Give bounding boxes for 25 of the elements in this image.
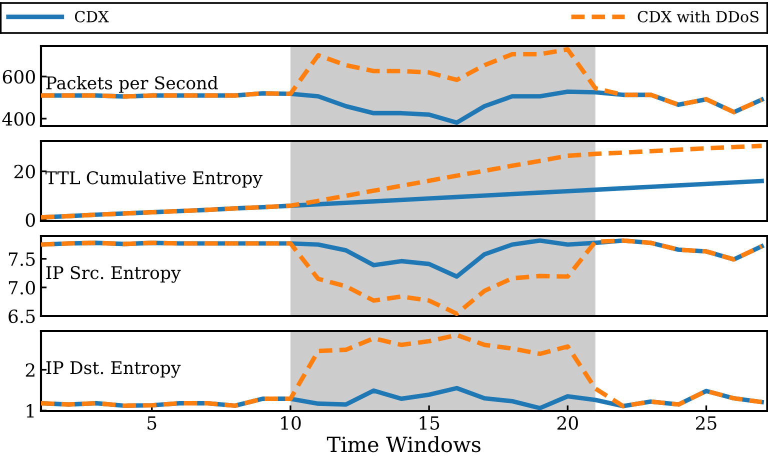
legend-label: CDX	[74, 10, 109, 22]
annotation: IP Dst. Entropy	[46, 361, 181, 378]
annotation: Packets per Second	[46, 76, 218, 93]
y-tick-label: 600	[2, 70, 35, 84]
line-series	[41, 47, 764, 114]
line-series	[41, 332, 764, 408]
y-tick-label: 400	[2, 112, 35, 126]
annotation: TTL Cumulative Entropy	[46, 170, 262, 188]
x-tick-label: 25	[696, 416, 716, 430]
line-series	[41, 144, 764, 220]
y-tick-label: 0	[26, 213, 35, 227]
y-tick-label: 20	[14, 164, 35, 178]
y-tick-label: 7.5	[8, 252, 35, 266]
legend-label: CDX with DDoS	[638, 10, 758, 22]
y-tick-label: 7.0	[8, 280, 35, 295]
x-tick-label: 20	[557, 416, 578, 430]
x-tick-label: 5	[148, 416, 156, 430]
x-axis-title: Time Windows	[326, 436, 480, 452]
y-tick-label: 6.5	[8, 309, 35, 324]
y-tick-label: 1	[26, 404, 34, 418]
x-tick-label: 15	[420, 416, 440, 430]
y-tick-label: 2	[26, 363, 34, 377]
x-tick-label: 10	[281, 416, 301, 430]
line-series	[41, 238, 764, 316]
annotation: IP Src. Entropy	[46, 266, 181, 283]
